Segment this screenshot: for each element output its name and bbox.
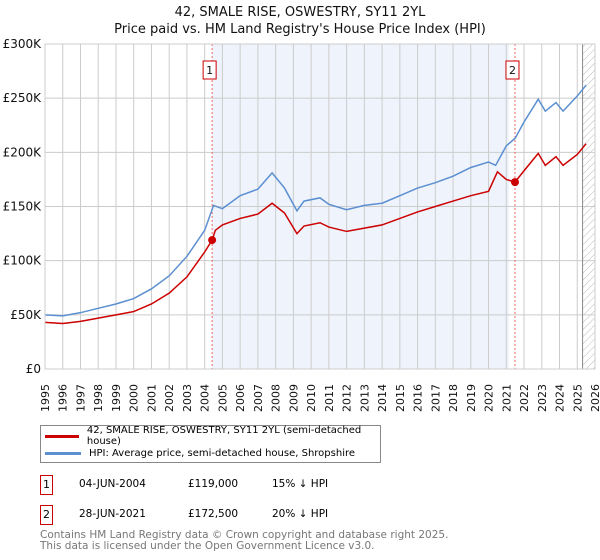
x-tick-label: 2002: [163, 384, 176, 412]
x-tick-label: 2001: [145, 384, 158, 412]
x-tick-label: 2022: [518, 384, 531, 412]
x-tick-label: 2015: [394, 384, 407, 412]
x-tick-label: 1995: [39, 384, 52, 412]
transaction-price: £172,500: [188, 508, 239, 520]
sale-point: [208, 236, 217, 245]
footer-line: This data is licensed under the Open Gov…: [40, 540, 375, 552]
transaction-hpi: 20% ↓ HPI: [272, 508, 329, 520]
x-tick-label: 1996: [57, 384, 70, 412]
x-tick-label: 2018: [447, 384, 460, 412]
x-tick-label: 2007: [252, 384, 265, 412]
y-tick-label: £300K: [3, 37, 43, 51]
annotation-label: 1: [206, 64, 213, 77]
x-tick-label: 2016: [412, 384, 425, 412]
y-tick-label: £250K: [3, 91, 43, 105]
x-tick-label: 2024: [554, 384, 567, 412]
x-tick-label: 2010: [305, 384, 318, 412]
legend-item-property: 42, SMALE RISE, OSWESTRY, SY11 2YL (semi…: [41, 425, 380, 447]
footer-line: Contains HM Land Registry data © Crown c…: [40, 529, 449, 541]
annotation-label: 2: [509, 64, 516, 77]
x-tick-label: 1997: [74, 384, 87, 412]
x-tick-label: 2011: [323, 384, 336, 412]
x-tick-label: 2023: [536, 384, 549, 412]
legend-label: 42, SMALE RISE, OSWESTRY, SY11 2YL (semi…: [86, 425, 362, 447]
x-tick-label: 2025: [571, 384, 584, 412]
price-chart: 1995 1996 1997 1998 1999 2000 2001 2002 2003 2004…: [3, 37, 600, 412]
chart-subtitle: Price paid vs. HM Land Registry's House …: [114, 22, 486, 37]
legend: 42, SMALE RISE, OSWESTRY, SY11 2YL (semi…: [40, 425, 381, 463]
transaction-hpi: 15% ↓ HPI: [272, 478, 329, 490]
legend-item-hpi: HPI: Average price, semi-detached house,…: [41, 445, 355, 461]
plot-frame: [44, 43, 596, 370]
transaction-date: 04-JUN-2004: [79, 478, 146, 490]
legend-swatch-blue: [45, 451, 81, 455]
y-tick-label: £0: [26, 362, 41, 376]
legend-swatch-red: [45, 434, 79, 438]
x-tick-label: 2026: [589, 384, 600, 412]
x-tick-label: 2009: [287, 384, 300, 412]
x-tick-label: 2014: [376, 384, 389, 412]
x-tick-label: 1998: [92, 384, 105, 412]
x-tick-label: 2013: [358, 384, 371, 412]
y-tick-label: £100K: [3, 254, 43, 268]
x-tick-label: 2005: [216, 384, 229, 412]
x-tick-label: 2020: [483, 384, 496, 412]
chart-title: 42, SMALE RISE, OSWESTRY, SY11 2YL: [174, 5, 426, 20]
annotation-badge: [505, 60, 520, 80]
x-tick-label: 2004: [199, 384, 212, 412]
x-tick-label: 2017: [429, 384, 442, 412]
transaction-badge: 1: [40, 475, 53, 495]
x-tick-label: 1999: [110, 384, 123, 412]
x-tick-label: 2021: [500, 384, 513, 412]
transaction-price: £119,000: [188, 478, 239, 490]
footer: Contains HM Land Registry data © Crown c…: [40, 530, 448, 552]
x-tick-label: 2000: [128, 384, 141, 412]
annotation-badge: [202, 60, 217, 80]
series-line: [44, 143, 587, 325]
y-tick-label: £50K: [10, 308, 42, 322]
x-tick-label: 2008: [270, 384, 283, 412]
sale-point: [510, 178, 519, 187]
x-tick-label: 2019: [465, 384, 478, 412]
legend-label: HPI: Average price, semi-detached house,…: [89, 447, 356, 459]
transaction-badge: 2: [40, 505, 53, 525]
y-tick-label: £150K: [3, 200, 43, 214]
transaction-date: 28-JUN-2021: [79, 508, 146, 520]
x-tick-label: 2012: [341, 384, 354, 412]
y-tick-label: £200K: [3, 145, 43, 159]
x-tick-label: 2006: [234, 384, 247, 412]
series-line: [44, 84, 587, 317]
x-tick-label: 2003: [181, 384, 194, 412]
